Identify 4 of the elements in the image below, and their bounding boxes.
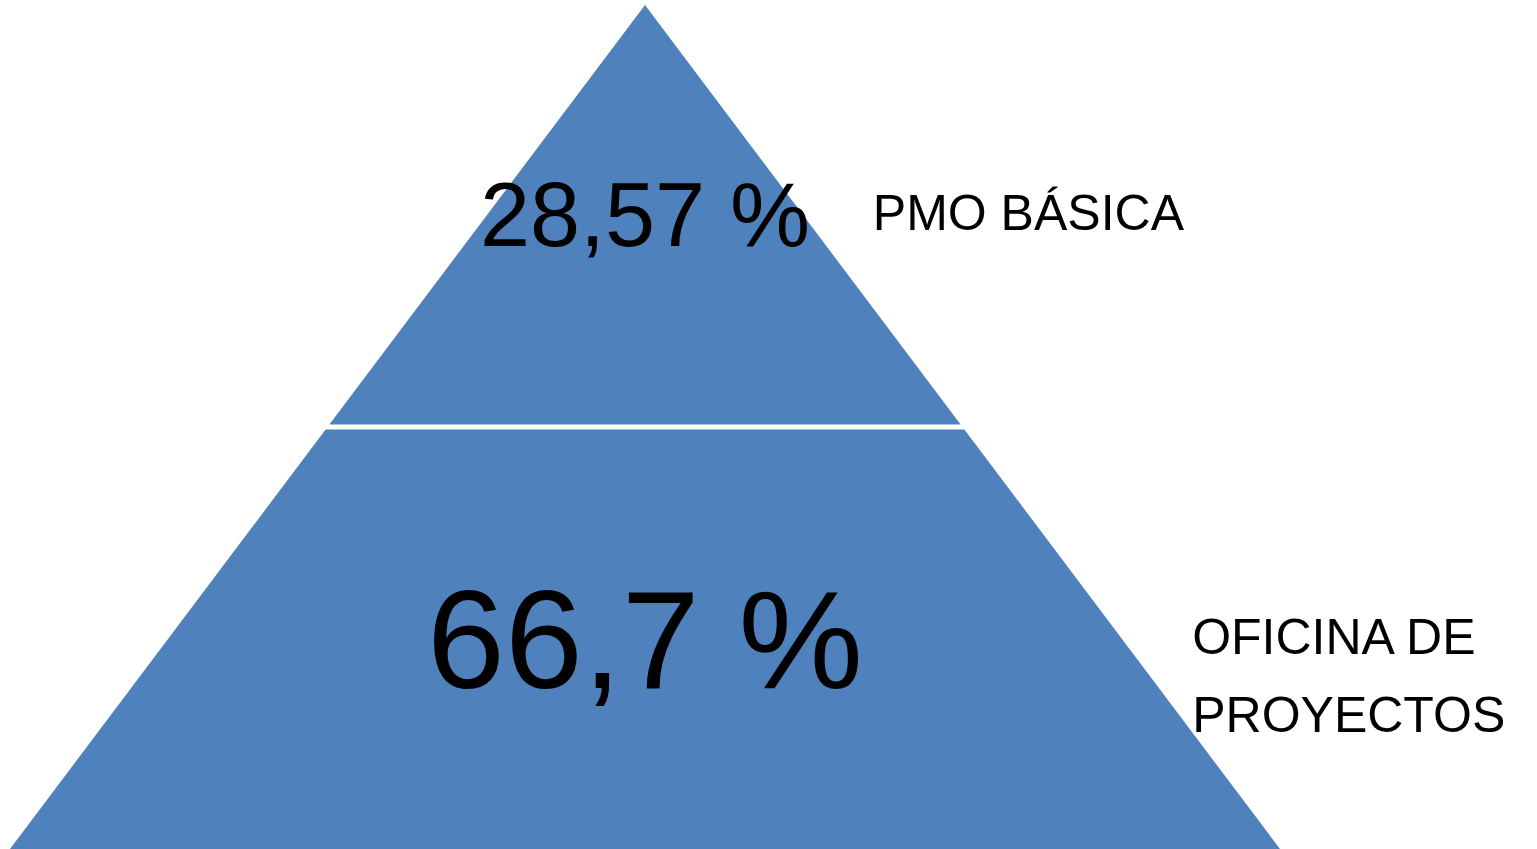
data-label: 28,57 %	[479, 165, 811, 266]
data-label: 66,7 %	[427, 561, 863, 719]
category-label: PMO BÁSICA	[872, 184, 1185, 241]
category-label: OFICINA DE PROYECTOS	[1192, 609, 1506, 744]
